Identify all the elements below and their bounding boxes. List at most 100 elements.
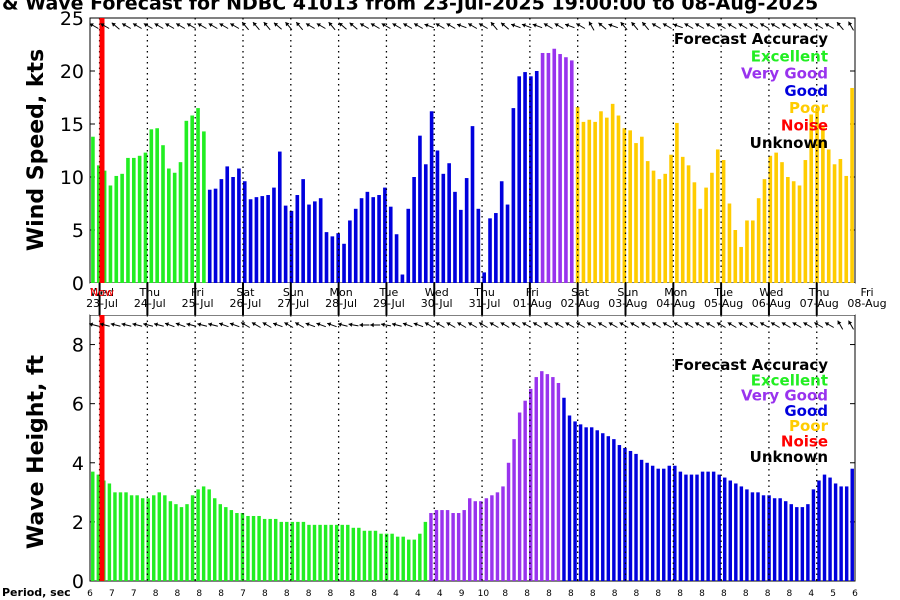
arrow-head [565,322,570,327]
bar [257,515,261,581]
direction-arrow [770,322,780,328]
bar [379,533,383,581]
arrow-head [642,22,647,27]
arrow-head [360,23,365,28]
period-value: 8 [634,589,640,599]
bar [698,208,703,283]
legend-entry: Noise [781,117,828,135]
bar [839,486,843,581]
bar [129,495,134,581]
bar [517,412,522,581]
bar [838,158,843,283]
bar [482,272,486,283]
direction-arrow [727,322,737,328]
direction-arrow [305,23,315,29]
bar [441,173,446,283]
bar [628,450,633,581]
now-label: Now [90,286,114,299]
bar [488,218,492,283]
arrow-head [814,23,819,28]
direction-arrow [803,23,813,29]
arrow-head [457,23,462,28]
bar [429,513,433,581]
direction-arrow [651,23,661,29]
arrow-head [468,322,473,327]
bar [456,513,461,581]
bar [640,136,644,283]
direction-arrow [705,23,715,29]
bar [599,111,603,283]
direction-arrow [230,23,240,29]
direction-arrow [424,23,435,29]
bar [423,164,428,283]
direction-arrow [684,23,694,29]
bar [606,436,611,581]
y-tick-label: 20 [60,61,84,83]
arrow-head [770,322,776,327]
bar [523,400,527,581]
arrow-head [511,322,516,327]
period-value: 8 [546,589,552,599]
day-name: Mon [664,286,687,299]
bar [797,185,802,283]
bar [584,427,588,581]
arrow-head [337,322,342,327]
arrow-head [424,322,430,327]
bar [440,510,444,581]
day-date: 23-Jul [86,297,118,310]
arrow-head [781,23,786,28]
bar [850,468,854,581]
arrow-head [208,23,213,28]
bar [680,156,685,283]
direction-arrow [359,322,370,328]
direction-arrow [424,322,434,328]
period-value: 4 [808,589,814,599]
arrow-head [738,23,743,28]
bar [351,527,356,581]
y-tick-label: 0 [72,273,84,295]
direction-arrow [241,21,249,31]
bar [163,495,167,581]
arrow-head [533,322,538,327]
bar [479,501,483,581]
direction-arrow [285,21,293,31]
bar [706,471,710,581]
bar [184,120,189,283]
bar [511,108,516,283]
arrow-head [273,22,279,27]
arrow-head [392,23,397,28]
bar [622,128,627,283]
direction-arrow [640,322,651,328]
day-name: Sun [283,286,304,299]
arrow-head [684,23,689,28]
bar [219,179,224,283]
bar [780,162,784,283]
period-value: 8 [196,589,202,599]
bar [562,397,566,581]
arrow-head [208,322,213,327]
bar [289,210,294,283]
bar [723,477,727,581]
arrow-head [803,322,808,327]
direction-arrow [781,23,791,29]
bar [650,465,655,581]
bar [152,495,156,581]
arrow-head [262,322,267,327]
arrow-head [554,23,559,28]
bar [578,424,583,581]
direction-arrow [543,322,553,328]
direction-arrow [165,23,175,29]
arrow-head [295,322,300,327]
bar [237,168,241,283]
arrow-head [630,322,635,327]
bar [346,524,350,581]
legend-entry: Noise [781,433,828,451]
direction-arrow [348,322,359,327]
direction-arrow [370,322,381,328]
bar [459,209,463,283]
day-name: Fri [526,286,539,299]
direction-arrow [402,322,413,328]
y-tick-label: 8 [72,335,84,357]
bar [704,187,708,283]
arrow-head [154,23,159,28]
